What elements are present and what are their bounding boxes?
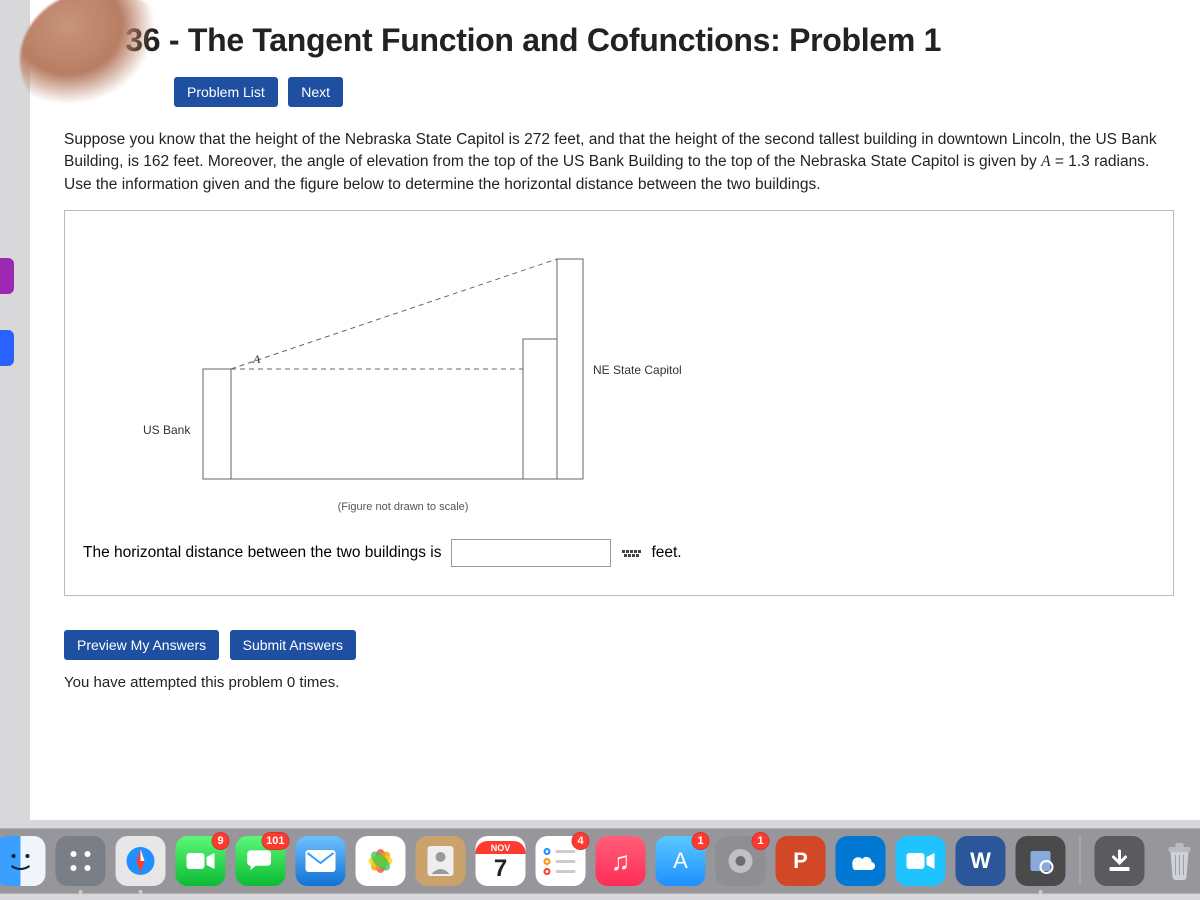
action-row: Preview My Answers Submit Answers [64, 630, 1172, 660]
capitol-tower-rect [557, 259, 583, 479]
mail-icon[interactable] [296, 836, 346, 886]
problem-equals: = [1051, 153, 1069, 170]
powerpoint-icon[interactable]: P [776, 836, 826, 886]
thumb-overlay [20, 0, 180, 130]
problem-text-before: Suppose you know that the height of the … [64, 131, 1157, 170]
onedrive-icon[interactable] [836, 836, 886, 886]
nav-row: Problem List Next [174, 77, 1172, 107]
next-button[interactable]: Next [288, 77, 343, 107]
answer-input[interactable] [451, 539, 611, 567]
facetime-icon[interactable]: 9 [176, 836, 226, 886]
capitol-body-rect [523, 339, 557, 479]
macos-dock: 9 101 NOV 7 4 ♫ A 1 1 P [0, 828, 1200, 894]
facetime-badge: 9 [212, 832, 230, 850]
diagram-svg: A US Bank NE State Capitol [83, 239, 723, 499]
settings-badge: 1 [752, 832, 770, 850]
powerpoint-glyph: P [793, 848, 808, 874]
sightline [231, 259, 557, 369]
word-icon[interactable]: W [956, 836, 1006, 886]
angle-label: A [252, 352, 261, 366]
calendar-day: 7 [494, 854, 507, 881]
page-title: HW 36 - The Tangent Function and Cofunct… [64, 22, 1172, 59]
appstore-glyph: A [673, 848, 688, 874]
browser-edge-tab[interactable] [0, 330, 14, 366]
finder-icon[interactable] [0, 836, 46, 886]
photos-icon[interactable] [356, 836, 406, 886]
appstore-icon[interactable]: A 1 [656, 836, 706, 886]
calendar-icon[interactable]: NOV 7 [476, 836, 526, 886]
answer-prompt: The horizontal distance between the two … [83, 544, 441, 562]
capitol-label: NE State Capitol [593, 363, 682, 377]
messages-icon[interactable]: 101 [236, 836, 286, 886]
attempt-status: You have attempted this problem 0 times. [64, 674, 1172, 691]
safari-icon[interactable] [116, 836, 166, 886]
preview-answers-button[interactable]: Preview My Answers [64, 630, 219, 660]
calendar-month: NOV [476, 841, 526, 854]
preview-app-icon[interactable] [1016, 836, 1066, 886]
us-bank-label: US Bank [143, 423, 191, 437]
trash-icon[interactable] [1155, 836, 1200, 886]
answer-row: The horizontal distance between the two … [83, 539, 1155, 567]
messages-badge: 101 [261, 832, 289, 850]
reminders-badge: 4 [572, 832, 590, 850]
problem-statement: Suppose you know that the height of the … [64, 129, 1172, 196]
browser-edge-tab[interactable] [0, 258, 14, 294]
downloads-icon[interactable] [1095, 836, 1145, 886]
camera-icon[interactable] [896, 836, 946, 886]
figure-caption: (Figure not drawn to scale) [193, 501, 613, 513]
reminders-icon[interactable]: 4 [536, 836, 586, 886]
dock-separator [1080, 837, 1081, 885]
answer-unit: feet. [651, 544, 681, 562]
diagram: A US Bank NE State Capitol (Figure not d… [83, 239, 723, 499]
music-glyph: ♫ [611, 846, 631, 877]
figure-container: A US Bank NE State Capitol (Figure not d… [64, 210, 1174, 596]
webwork-page: HW 36 - The Tangent Function and Cofunct… [30, 0, 1200, 820]
problem-value: 1.3 [1068, 153, 1090, 170]
math-keyboard-icon[interactable] [621, 546, 641, 560]
music-icon[interactable]: ♫ [596, 836, 646, 886]
us-bank-rect [203, 369, 231, 479]
problem-list-button[interactable]: Problem List [174, 77, 278, 107]
word-glyph: W [970, 848, 991, 874]
submit-answers-button[interactable]: Submit Answers [230, 630, 356, 660]
system-settings-icon[interactable]: 1 [716, 836, 766, 886]
contacts-icon[interactable] [416, 836, 466, 886]
problem-variable: A [1041, 153, 1050, 170]
appstore-badge: 1 [692, 832, 710, 850]
launchpad-icon[interactable] [56, 836, 106, 886]
